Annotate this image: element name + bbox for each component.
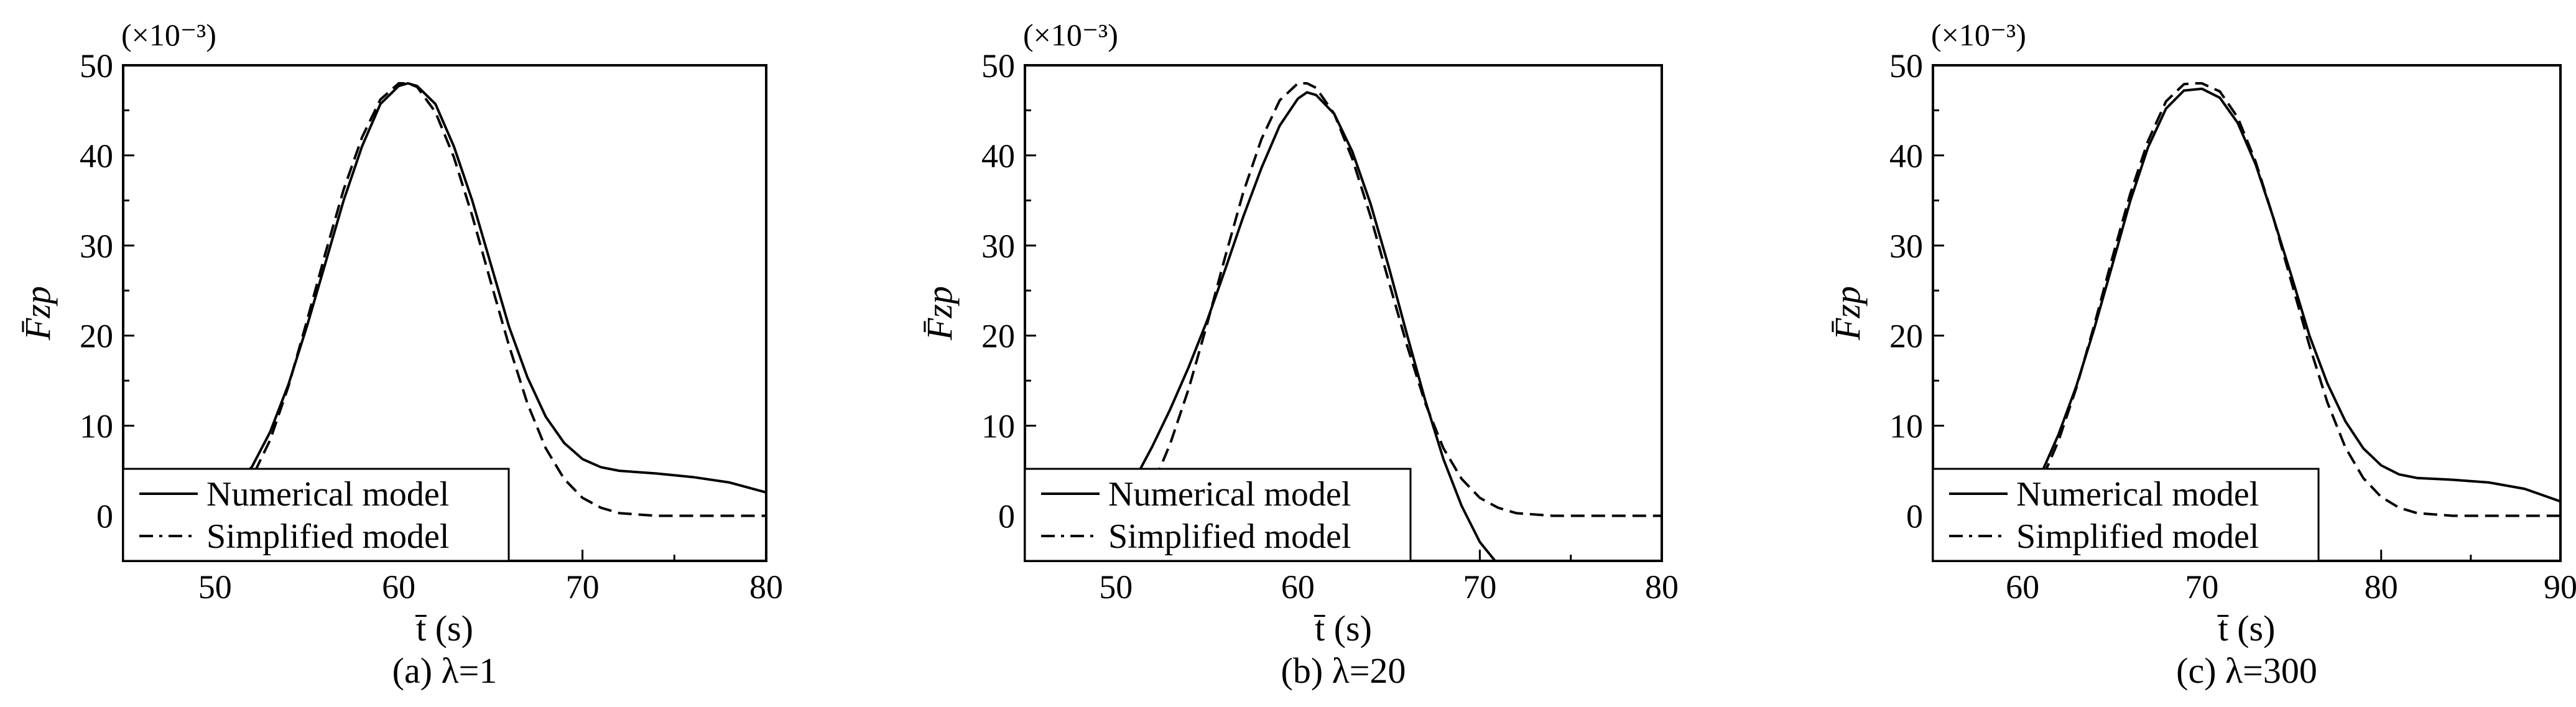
y-scale-label: (×10⁻³) [121, 17, 216, 52]
x-tick-label: 70 [2185, 568, 2218, 606]
y-axis-label: F̄zp [919, 286, 960, 341]
x-axis-label: t̄ (s) [1314, 608, 1372, 649]
legend-box [1932, 468, 2320, 562]
x-tick-label: 50 [198, 568, 232, 606]
x-tick-label: 70 [1463, 568, 1496, 606]
y-tick-label: 50 [80, 47, 113, 85]
panel-caption: (b) λ=20 [1281, 650, 1406, 691]
y-scale-label: (×10⁻³) [1023, 17, 1118, 52]
y-tick-label: 50 [1889, 47, 1923, 85]
legend-box [1024, 468, 1412, 562]
y-tick-label: 30 [981, 228, 1015, 265]
legend-box [122, 468, 510, 562]
x-tick-label: 80 [1645, 568, 1679, 606]
legend-label: Simplified model [2016, 517, 2259, 556]
y-tick-label: 10 [981, 408, 1015, 445]
y-tick-label: 0 [1906, 498, 1923, 535]
y-tick-label: 40 [80, 137, 113, 175]
panel-caption: (c) λ=300 [2176, 650, 2317, 691]
y-tick-label: 30 [1889, 228, 1923, 265]
y-tick-label: 0 [998, 498, 1015, 535]
series-line-simplified [123, 82, 766, 561]
x-tick-label: 90 [2544, 568, 2576, 606]
y-tick-label: 50 [981, 47, 1015, 85]
chart-panel-c: 60 70 80 90 0 10 20 30 40 50(×10⁻³) F̄zp t̄ (s)(c) … [1827, 17, 2576, 691]
panel-caption: (a) λ=1 [392, 650, 498, 691]
series-line-numerical [1101, 91, 1497, 561]
x-axis-label: t̄ (s) [415, 608, 473, 649]
legend-label: Numerical model [2016, 475, 2259, 514]
y-tick-label: 40 [981, 137, 1015, 175]
legend-label: Simplified model [1108, 517, 1351, 556]
x-tick-label: 60 [1281, 568, 1315, 606]
y-tick-label: 10 [1889, 408, 1923, 445]
x-axis-label: t̄ (s) [2217, 608, 2275, 649]
x-tick-label: 50 [1099, 568, 1133, 606]
y-tick-label: 0 [96, 498, 113, 535]
series-line-numerical [1933, 87, 2560, 561]
y-scale-label: (×10⁻³) [1931, 17, 2026, 52]
legend-label: Numerical model [206, 475, 449, 514]
y-tick-label: 30 [80, 228, 113, 265]
y-tick-label: 20 [981, 318, 1015, 355]
series-line-simplified [1138, 82, 1662, 561]
legend-label: Simplified model [206, 517, 449, 556]
y-tick-label: 10 [80, 408, 113, 445]
y-axis-label: F̄zp [1827, 286, 1868, 341]
x-tick-label: 80 [2365, 568, 2398, 606]
y-tick-label: 20 [1889, 318, 1923, 355]
y-tick-label: 40 [1889, 137, 1923, 175]
x-tick-label: 80 [749, 568, 783, 606]
series-line-simplified [1933, 82, 2560, 561]
x-tick-label: 70 [566, 568, 600, 606]
x-tick-label: 60 [382, 568, 415, 606]
series-line-numerical [123, 82, 766, 561]
legend-label: Numerical model [1108, 475, 1351, 514]
y-axis-label: F̄zp [17, 286, 58, 341]
y-tick-label: 20 [80, 318, 113, 355]
x-tick-label: 60 [2006, 568, 2039, 606]
